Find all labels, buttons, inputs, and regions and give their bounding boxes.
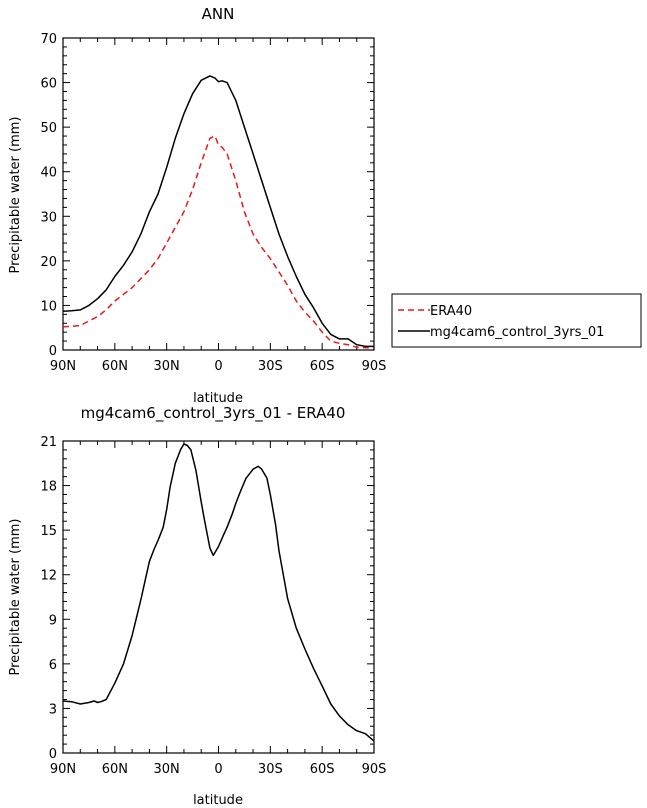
top-ytick-label: 0: [49, 344, 57, 359]
bottom-ytick-label: 0: [49, 747, 57, 762]
top-panel: ANN Precipitable water (mm) latitude 0 10…: [8, 5, 642, 406]
bottom-xtick-label: 0: [214, 762, 222, 777]
legend-label-obs: ERA40: [430, 304, 472, 319]
legend-box: [391, 293, 642, 348]
top-xtick-label: 60N: [102, 359, 128, 374]
bottom-ytick-label: 3: [49, 702, 57, 717]
top-series-line-0: [62, 135, 374, 349]
top-title: ANN: [202, 5, 235, 23]
top-ytick-label: 40: [40, 166, 57, 181]
top-ytick-label: 30: [40, 210, 57, 225]
top-xtick-label: 90S: [362, 359, 387, 374]
bottom-ylabel: Precipitable water (mm): [8, 519, 23, 676]
legend: ERA40 mg4cam6_control_3yrs_01: [391, 293, 642, 348]
bottom-xtick-label: 60S: [310, 762, 335, 777]
bottom-xtick-label: 30S: [258, 762, 283, 777]
top-xtick-label: 0: [214, 359, 222, 374]
bottom-ytick-label: 15: [40, 524, 57, 539]
top-ylabel: Precipitable water (mm): [8, 117, 23, 274]
top-frame: [62, 37, 375, 351]
bottom-ytick-label: 21: [40, 435, 57, 450]
top-ytick-label: 50: [40, 121, 57, 136]
top-ytick-label: 20: [40, 255, 57, 270]
bottom-title: mg4cam6_control_3yrs_01 - ERA40: [81, 404, 346, 423]
bottom-xtick-label: 60N: [102, 762, 128, 777]
bottom-xlabel: latitude: [193, 793, 243, 808]
bottom-ytick-label: 6: [49, 658, 57, 673]
top-xtick-label: 30N: [154, 359, 180, 374]
bottom-ytick-label: 18: [40, 480, 57, 495]
bottom-ytick-label: 9: [49, 613, 57, 628]
top-xtick-label: 30S: [258, 359, 283, 374]
bottom-panel: mg4cam6_control_3yrs_01 - ERA40 Precipit…: [8, 404, 386, 808]
top-series-line-1: [62, 75, 374, 348]
legend-label-model: mg4cam6_control_3yrs_01: [430, 325, 604, 340]
bottom-frame: [62, 440, 375, 754]
bottom-xtick-label: 90S: [362, 762, 387, 777]
top-xtick-label: 90N: [50, 359, 76, 374]
top-ytick-label: 60: [40, 77, 57, 92]
bottom-xtick-label: 90N: [50, 762, 76, 777]
top-ytick-label: 70: [40, 32, 57, 47]
bottom-xtick-label: 30N: [154, 762, 180, 777]
top-xlabel: latitude: [193, 391, 243, 406]
top-plot-area: 0 10 20 30 40 50 60 70 90N 60N 30N 0 30S 60S 90S: [40, 32, 386, 374]
bottom-plot-area: 0 3 6 9 12 15 18 21 90N 60N 30N 0 30S 60S 90S: [40, 435, 386, 777]
top-ytick-label: 10: [40, 299, 57, 314]
bottom-series-line-0: [62, 443, 375, 742]
top-xtick-label: 60S: [310, 359, 335, 374]
bottom-ytick-label: 12: [40, 569, 57, 584]
